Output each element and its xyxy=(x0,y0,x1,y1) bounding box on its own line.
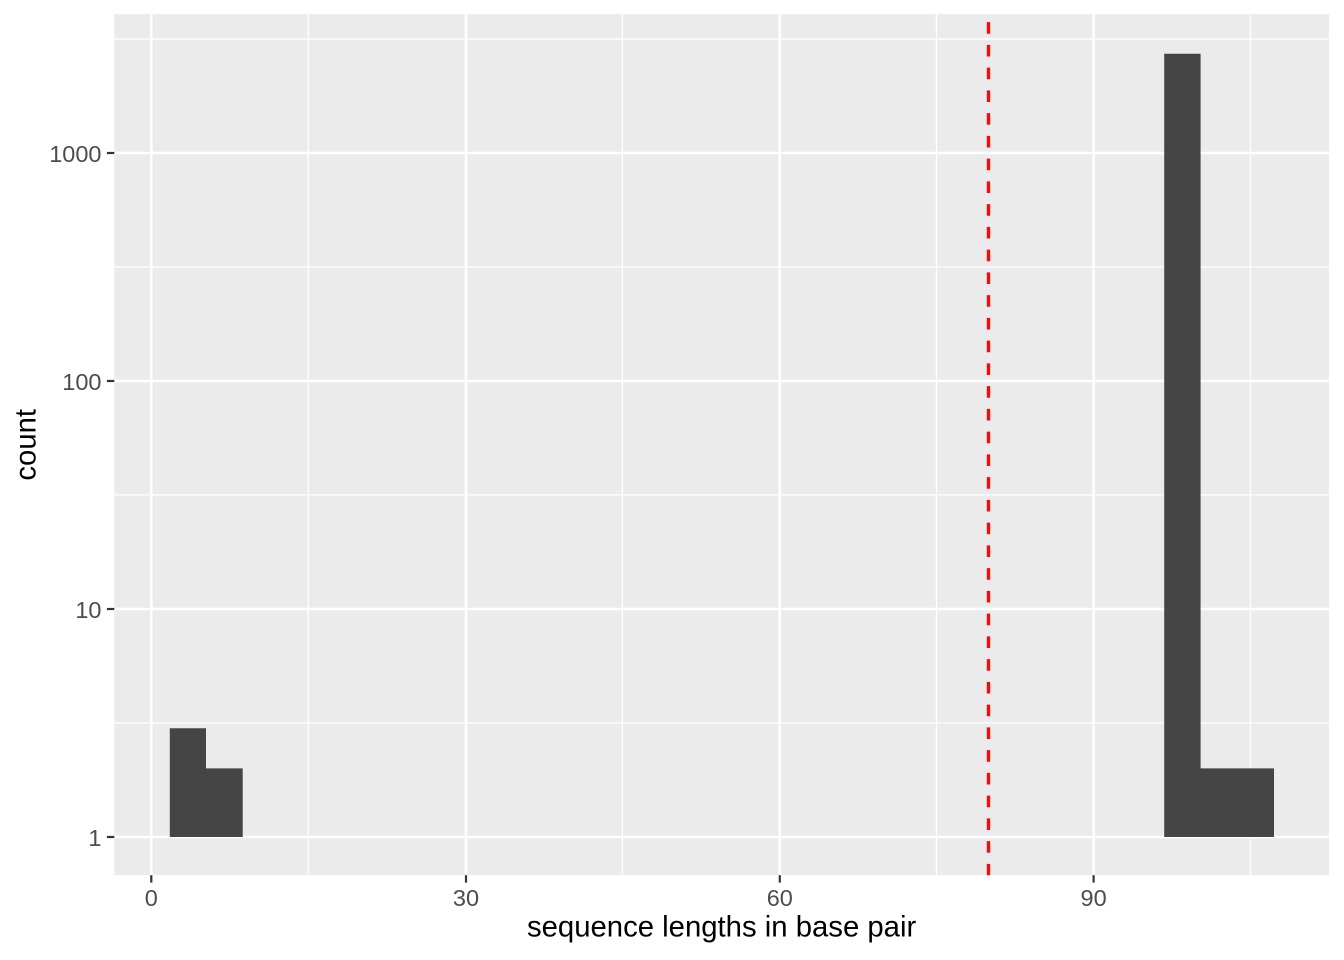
svg-text:1000: 1000 xyxy=(49,141,101,167)
svg-text:60: 60 xyxy=(767,885,793,911)
svg-text:30: 30 xyxy=(453,885,479,911)
svg-text:sequence lengths in base pair: sequence lengths in base pair xyxy=(527,911,917,944)
svg-text:0: 0 xyxy=(145,885,158,911)
svg-text:90: 90 xyxy=(1081,885,1107,911)
svg-text:100: 100 xyxy=(62,369,101,395)
svg-text:10: 10 xyxy=(75,597,101,623)
svg-text:1: 1 xyxy=(88,825,101,851)
svg-text:count: count xyxy=(10,409,43,481)
